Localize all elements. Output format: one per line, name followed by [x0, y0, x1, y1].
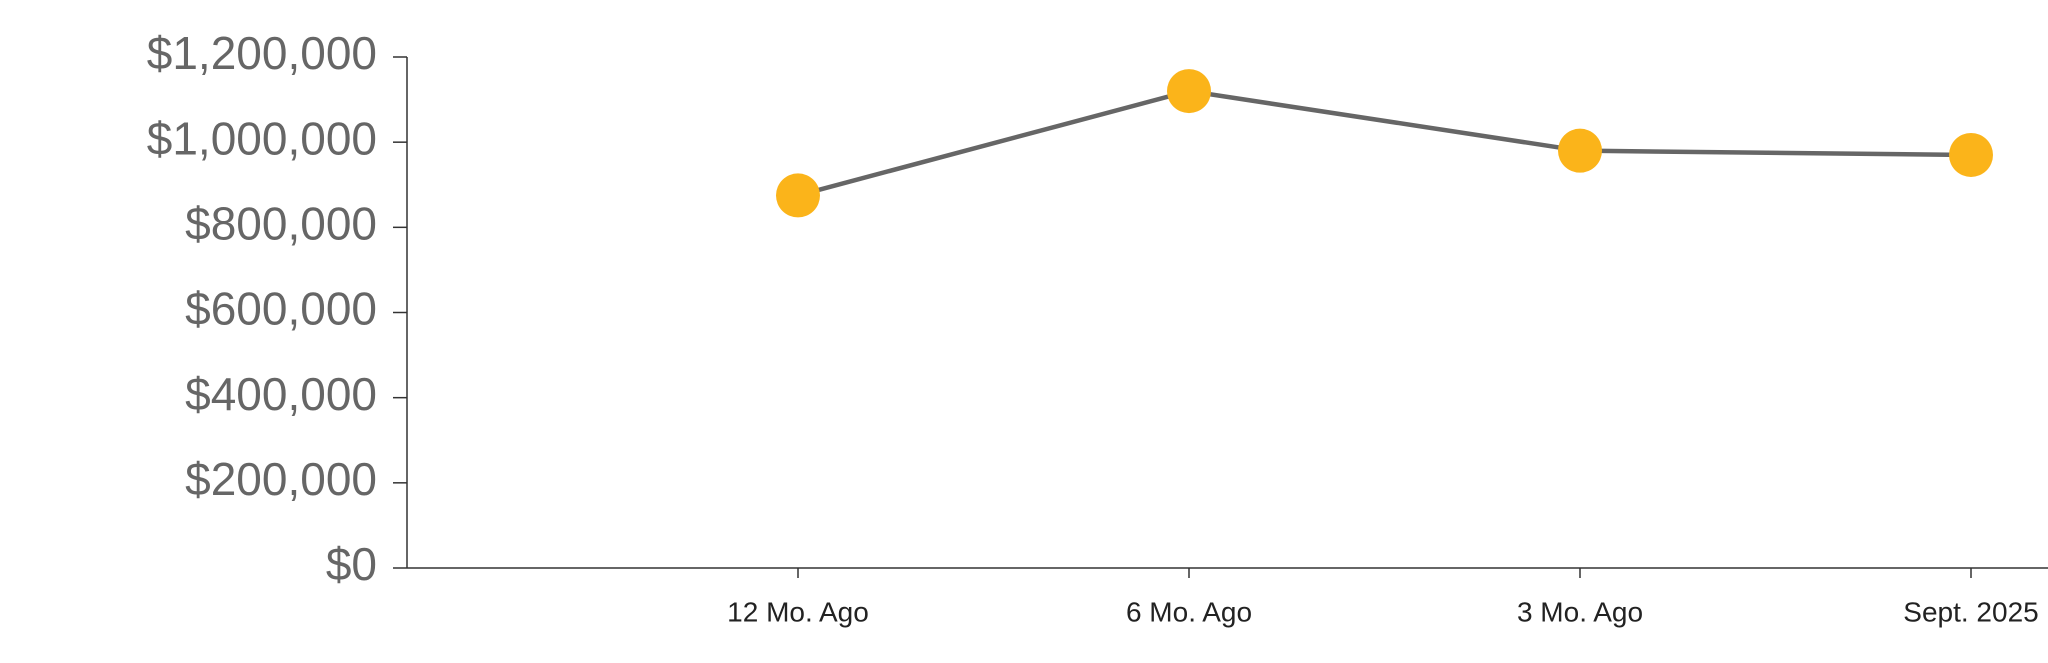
x-tick-label: 6 Mo. Ago	[1126, 596, 1252, 627]
x-tick-label: 3 Mo. Ago	[1517, 596, 1643, 627]
y-tick-label: $600,000	[185, 283, 377, 335]
y-tick-label: $1,000,000	[147, 112, 377, 164]
data-point	[776, 173, 820, 218]
series-line	[797, 88, 1972, 198]
y-tick-label: $800,000	[185, 197, 377, 249]
data-point	[1949, 132, 1993, 177]
data-point	[1167, 69, 1211, 114]
x-tick-label: Sept. 2025	[1903, 596, 2038, 627]
data-point	[1558, 128, 1602, 173]
x-tick-label: 12 Mo. Ago	[727, 596, 869, 627]
y-tick-label: $0	[326, 538, 377, 590]
y-tick-label: $200,000	[185, 453, 377, 505]
y-tick-label: $400,000	[185, 368, 377, 420]
y-tick-label: $1,200,000	[147, 27, 377, 79]
